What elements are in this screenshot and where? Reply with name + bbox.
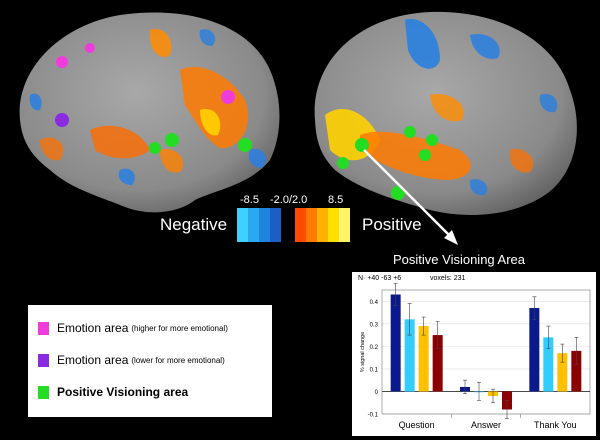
callout-arrow — [363, 149, 458, 245]
legend-item-main: Emotion area — [57, 353, 129, 367]
y-tick-label: 0 — [375, 390, 379, 396]
scale-swatch-positive — [328, 208, 339, 242]
plot-frame — [381, 289, 591, 415]
scale-max-label: 8.5 — [328, 194, 344, 206]
legend-item-main: Emotion area — [57, 321, 129, 335]
scale-min-label: -8.5 — [240, 194, 259, 206]
legend-item-sub: (lower for more emotional) — [131, 355, 225, 365]
bar — [557, 353, 568, 392]
legend-item-positive-visioning: Positive Visioning area — [38, 382, 188, 402]
bar — [571, 350, 582, 392]
scale-swatch-positive — [317, 208, 328, 242]
legend-item-emotion-higher: Emotion area (higher for more emotional) — [38, 318, 228, 338]
legend-swatch — [38, 321, 49, 335]
legend: Emotion area (higher for more emotional)… — [28, 305, 272, 417]
scale-swatch-negative — [248, 208, 259, 242]
bar — [390, 294, 401, 392]
brain-illustration — [19, 11, 577, 245]
bar-chart: 0.4 0.3 0.2 0.1 0 -0.1 % signal change Question… — [360, 282, 591, 430]
legend-swatch — [38, 353, 49, 367]
scale-mid-label: -2.0/2.0 — [270, 194, 308, 206]
legend-swatch — [38, 385, 49, 399]
scale-swatch-positive — [295, 208, 306, 242]
bar — [404, 319, 415, 392]
legend-item-main: Positive Visioning area — [57, 385, 189, 399]
x-category-label: Answer — [471, 420, 501, 430]
legend-item-sub: (higher for more emotional) — [131, 323, 228, 333]
negative-label: Negative — [160, 215, 228, 234]
y-tick-label: -0.1 — [368, 413, 379, 419]
bar — [418, 326, 429, 392]
scale-swatch-positive — [339, 208, 350, 242]
y-axis-label: % signal change — [360, 332, 366, 372]
y-tick-label: 0.4 — [370, 300, 379, 306]
voxel-count-label: voxels: 231 — [430, 275, 466, 282]
x-category-label: Thank You — [534, 420, 577, 430]
coordinate-label: N· +40 -63 +6 — [358, 275, 402, 282]
x-category-label: Question — [399, 420, 435, 430]
y-tick-label: 0.1 — [370, 367, 379, 373]
y-tick-label: 0.3 — [370, 322, 379, 328]
positive-label: Positive — [362, 215, 422, 234]
bar — [543, 337, 554, 392]
scale-swatch-negative — [270, 208, 281, 242]
legend-item-emotion-lower: Emotion area (lower for more emotional) — [38, 350, 225, 370]
scale-swatch-negative — [259, 208, 270, 242]
bar — [529, 308, 540, 392]
color-scale — [237, 208, 350, 242]
right-brain — [314, 11, 577, 215]
callout-title: Positive Visioning Area — [393, 252, 526, 267]
left-brain — [19, 12, 280, 213]
y-tick-label: 0.2 — [370, 345, 379, 351]
signal-change-chart: N· +40 -63 +6 voxels: 231 0.4 0.3 0.2 0.1 0 -… — [352, 272, 596, 436]
bar — [432, 335, 443, 392]
scale-swatch-positive — [306, 208, 317, 242]
scale-swatch-negative — [237, 208, 248, 242]
